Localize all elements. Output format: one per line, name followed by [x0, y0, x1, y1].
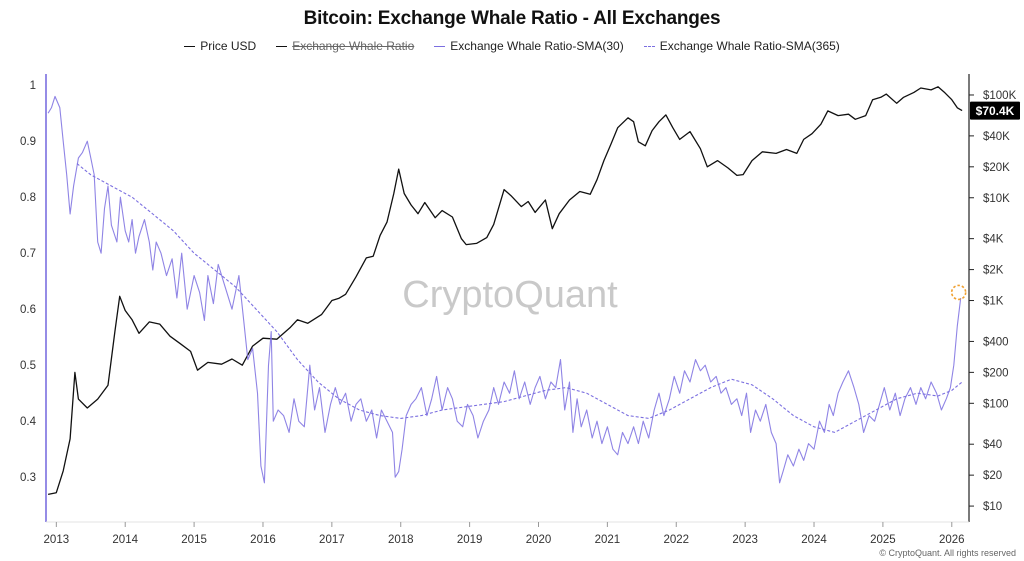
- left-tick-label: 0.3: [20, 472, 36, 484]
- legend-swatch-price: [184, 45, 196, 47]
- left-y-axis: 1 0.9 0.8 0.7 0.6 0.5 0.4 0.3: [20, 74, 47, 522]
- legend-swatch-sma30: [434, 45, 446, 47]
- right-tick-label: $4K: [983, 234, 1004, 246]
- right-tick-label: $100: [983, 398, 1009, 410]
- copyright-text: © CryptoQuant. All rights reserved: [879, 548, 1016, 558]
- right-tick-label: $1K: [983, 296, 1004, 308]
- right-tick-label: $100K: [983, 90, 1017, 102]
- chart-title: Bitcoin: Exchange Whale Ratio - All Exch…: [303, 8, 721, 29]
- right-tick-label: $10K: [983, 193, 1010, 205]
- watermark-text: CryptoQuant: [402, 274, 618, 316]
- left-tick-label: 0.8: [20, 192, 36, 204]
- legend: Price USD Exchange Whale Ratio Exchange …: [0, 39, 1024, 53]
- legend-item-sma365[interactable]: Exchange Whale Ratio-SMA(365): [643, 39, 840, 53]
- left-tick-label: 0.5: [20, 360, 36, 372]
- highlight-circle: [950, 284, 967, 301]
- x-tick-label: 2018: [388, 534, 414, 546]
- x-tick-label: 2015: [181, 534, 207, 546]
- right-tick-label: $200: [983, 367, 1009, 379]
- x-axis: 2013 2014 2015 2016 2017 2018 2019 2020 2021 2022…: [44, 521, 969, 546]
- right-tick-label: $10: [983, 501, 1002, 513]
- right-y-axis: $100K $40K $20K $10K $4K $2K $1K $400 $200 $100 $4…: [968, 74, 1017, 522]
- price-usd-line: [47, 86, 963, 496]
- left-tick-label: 0.7: [20, 248, 36, 260]
- right-tick-label: $20K: [983, 162, 1010, 174]
- legend-item-price[interactable]: Price USD: [184, 39, 256, 53]
- x-tick-label: 2022: [663, 534, 689, 546]
- left-tick-label: 1: [30, 80, 36, 92]
- right-tick-label: $2K: [983, 265, 1004, 277]
- right-tick-label: $20: [983, 470, 1002, 482]
- x-tick-label: 2026: [939, 534, 965, 546]
- x-tick-label: 2021: [595, 534, 621, 546]
- annotation-layer: $70.4K: [950, 101, 1020, 301]
- legend-label-sma365: Exchange Whale Ratio-SMA(365): [659, 39, 840, 53]
- legend-item-whale-ratio[interactable]: Exchange Whale Ratio: [276, 39, 414, 53]
- current-price-badge: [970, 101, 1020, 120]
- series-layer: [47, 86, 963, 496]
- whale-ratio-sma30-line: [47, 95, 962, 484]
- current-price-label: $70.4K: [976, 104, 1015, 118]
- left-tick-label: 0.6: [20, 304, 36, 316]
- legend-label-sma30: Exchange Whale Ratio-SMA(30): [450, 39, 624, 53]
- left-tick-label: 0.9: [20, 136, 36, 148]
- legend-swatch-whale-ratio: [276, 45, 288, 47]
- legend-swatch-sma365: [643, 45, 655, 47]
- x-tick-label: 2013: [44, 534, 70, 546]
- x-tick-label: 2025: [870, 534, 896, 546]
- right-tick-label: $40: [983, 439, 1002, 451]
- legend-label-whale-ratio: Exchange Whale Ratio: [292, 39, 415, 53]
- x-tick-label: 2024: [801, 534, 827, 546]
- x-tick-label: 2017: [319, 534, 345, 546]
- x-tick-label: 2020: [526, 534, 552, 546]
- whale-ratio-sma365-line: [76, 163, 963, 433]
- x-tick-label: 2014: [112, 534, 138, 546]
- x-tick-label: 2023: [732, 534, 758, 546]
- legend-label-price: Price USD: [200, 39, 257, 53]
- legend-item-sma30[interactable]: Exchange Whale Ratio-SMA(30): [434, 39, 624, 53]
- right-tick-label: $40K: [983, 131, 1010, 143]
- right-tick-label: $400: [983, 336, 1009, 348]
- x-tick-label: 2016: [250, 534, 276, 546]
- left-tick-label: 0.4: [20, 416, 37, 428]
- x-tick-label: 2019: [457, 534, 483, 546]
